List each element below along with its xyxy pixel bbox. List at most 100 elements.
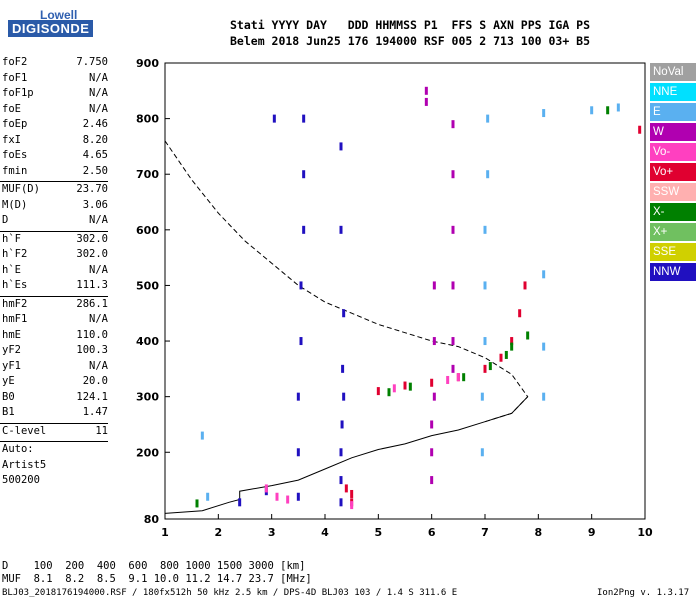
param-row: foF1p N/A (0, 87, 108, 103)
param-row: Auto: (0, 443, 108, 459)
param-row: D N/A (0, 214, 108, 230)
param-row: Artist5 (0, 459, 108, 475)
plot-frame (164, 62, 646, 520)
param-row: h`E N/A (0, 264, 108, 280)
data-point-vo (264, 484, 268, 493)
data-point-e (486, 170, 490, 179)
param-value: 100.3 (76, 344, 108, 356)
x-tick-label: 4 (321, 526, 329, 539)
data-point-w (430, 448, 434, 457)
data-point-vo (344, 484, 348, 493)
param-row: M(D) 3.06 (0, 199, 108, 215)
param-value: N/A (89, 359, 108, 372)
param-value: N/A (89, 214, 108, 226)
param-value: 7.750 (76, 56, 108, 68)
param-row: foEp 2.46 (0, 118, 108, 134)
param-value: 23.70 (76, 183, 108, 195)
param-value: 4.65 (82, 149, 108, 161)
data-point-w (451, 364, 455, 373)
data-point-nnw (299, 337, 303, 346)
param-row: h`Es 111.3 (0, 279, 108, 295)
data-point-e (542, 109, 546, 118)
data-point-x (488, 362, 492, 371)
data-point-x (462, 373, 466, 382)
logo-lowell: Lowell (40, 8, 78, 22)
param-row: foE N/A (0, 103, 108, 119)
data-point-e (483, 225, 487, 234)
data-point-x (195, 499, 199, 508)
data-point-nnw (238, 498, 242, 507)
data-point-e (590, 106, 594, 115)
data-point-nnw (342, 309, 346, 318)
ionogram-chart: 1 2 3 4 5 6 7 8 9 10 80 200 300 400 500 600 700 800 900 (136, 57, 653, 539)
param-value: 110.0 (76, 328, 108, 341)
logo-digisonde: DIGISONDE (8, 20, 94, 37)
x-tick-label: 9 (588, 526, 596, 539)
y-tick-label: 200 (136, 446, 159, 459)
param-row: foF1 N/A (0, 72, 108, 88)
data-point-nnw (339, 225, 343, 234)
data-point-e (542, 392, 546, 401)
legend: NoVal NNE E W Vo- Vo+ SSW X- X+ SSE NNW (650, 63, 696, 283)
legend-item-e: E (650, 103, 696, 121)
x-tick-label: 6 (428, 526, 436, 539)
data-point-w (432, 392, 436, 401)
legend-item-sse: SSE (650, 243, 696, 261)
data-point-vo (456, 373, 460, 382)
data-point-nnw (339, 476, 343, 485)
param-row: 500200 (0, 474, 108, 490)
param-name: foEp (2, 118, 28, 130)
y-tick-label: 80 (144, 513, 160, 526)
data-point-e (480, 392, 484, 401)
y-tick-label: 900 (136, 57, 159, 70)
param-name: Artist5 (2, 458, 47, 471)
param-name: hmF1 (2, 313, 28, 325)
param-value: 302.0 (76, 232, 108, 245)
header-line-1: Stati YYYY DAY DDD HHMMSS P1 FFS S AXN P… (230, 18, 591, 32)
param-row: hmF2 286.1 (0, 298, 108, 314)
param-row: h`F2 302.0 (0, 248, 108, 264)
param-row: h`F 302.0 (0, 233, 108, 249)
footer-d-row: D 100 200 400 600 800 1000 1500 3000 [km… (2, 560, 306, 572)
param-value: N/A (89, 102, 108, 115)
data-point-nnw (339, 448, 343, 457)
param-name: h`F2 (2, 248, 28, 260)
data-point-vo (392, 384, 396, 393)
param-row: hmE 110.0 (0, 329, 108, 345)
data-point-vo (286, 495, 290, 504)
footer-file-info: BLJ03_2018176194000.RSF / 180fx512h 50 k… (2, 588, 458, 598)
data-point-w (451, 337, 455, 346)
x-tick-label: 8 (535, 526, 543, 539)
param-separator (0, 230, 108, 232)
param-row: C-level 11 (0, 425, 108, 441)
data-point-e (616, 103, 620, 112)
data-point-e (486, 114, 490, 123)
data-point-x (504, 350, 508, 359)
param-name: D (2, 214, 9, 226)
data-point-nnw (302, 170, 306, 179)
param-separator (0, 422, 108, 424)
param-row: yF2 100.3 (0, 344, 108, 360)
param-value: 2.50 (82, 164, 108, 177)
param-value: 8.20 (82, 133, 108, 146)
param-value: 302.0 (76, 248, 108, 260)
param-name: fxI (2, 133, 21, 146)
data-point-vo (430, 378, 434, 387)
data-point-w (424, 86, 428, 95)
param-separator (0, 181, 108, 182)
param-row: B0 124.1 (0, 391, 108, 407)
data-point-w (432, 281, 436, 290)
legend-item-w: W (650, 123, 696, 141)
param-name: hmF2 (2, 297, 28, 310)
param-value: 286.1 (76, 297, 108, 310)
param-row: hmF1 N/A (0, 313, 108, 329)
data-point-nnw (339, 498, 343, 507)
param-name: C-level (2, 424, 47, 437)
x-tick-label: 10 (637, 526, 653, 539)
param-value: 124.1 (76, 390, 108, 403)
y-tick-label: 500 (136, 279, 159, 292)
data-point-e (480, 448, 484, 457)
data-point-e (483, 337, 487, 346)
x-tick-label: 2 (215, 526, 223, 539)
y-tick-label: 400 (136, 335, 159, 348)
